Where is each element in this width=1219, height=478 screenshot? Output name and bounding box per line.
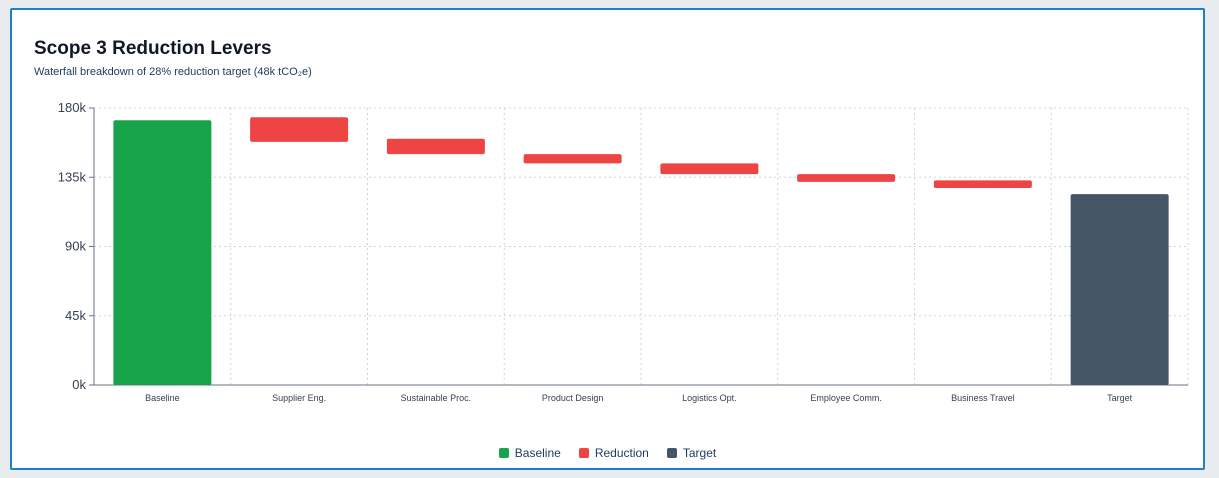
bar-reduction <box>797 174 896 182</box>
legend-item-reduction[interactable]: Reduction <box>578 446 649 460</box>
x-tick-label: Product Design <box>542 393 604 403</box>
bar-reduction <box>660 163 759 175</box>
legend-item-baseline[interactable]: Baseline <box>498 446 561 460</box>
bar-reduction <box>386 138 485 155</box>
x-tick-label: Baseline <box>145 393 180 403</box>
y-tick-label: 0k <box>72 377 86 392</box>
x-tick-label: Supplier Eng. <box>272 393 326 403</box>
waterfall-chart: 0k 45k 90k 135k 180k Baseline Supplier Eng. Sus… <box>58 100 1189 403</box>
legend-swatch-target <box>666 448 677 458</box>
y-tick-label: 90k <box>65 239 86 254</box>
y-tick-label: 135k <box>58 169 87 184</box>
x-tick-label: Sustainable Proc. <box>401 393 472 403</box>
bar-baseline <box>113 120 212 386</box>
x-tick-label: Target <box>1107 393 1133 403</box>
chart-legend: Baseline Reduction Target <box>12 446 1203 460</box>
bar-target <box>1070 194 1169 385</box>
legend-item-target[interactable]: Target <box>666 446 717 460</box>
legend-swatch-baseline <box>498 448 509 458</box>
bar-reduction <box>933 180 1032 189</box>
legend-swatch-reduction <box>578 448 589 458</box>
chart-subtitle: Waterfall breakdown of 28% reduction tar… <box>34 66 312 78</box>
chart-title: Scope 3 Reduction Levers <box>34 38 272 59</box>
x-tick-label: Logistics Opt. <box>682 393 737 403</box>
x-tick-label: Employee Comm. <box>810 393 882 403</box>
y-tick-label: 180k <box>58 100 87 115</box>
bar-reduction <box>250 117 349 142</box>
bar-reduction <box>523 154 622 164</box>
legend-label-baseline: Baseline <box>514 446 561 460</box>
legend-label-target: Target <box>682 446 717 460</box>
x-tick-label: Business Travel <box>951 393 1015 403</box>
y-tick-label: 45k <box>65 308 86 323</box>
chart-card: Scope 3 Reduction Levers Waterfall break… <box>10 8 1205 470</box>
legend-label-reduction: Reduction <box>594 446 649 460</box>
